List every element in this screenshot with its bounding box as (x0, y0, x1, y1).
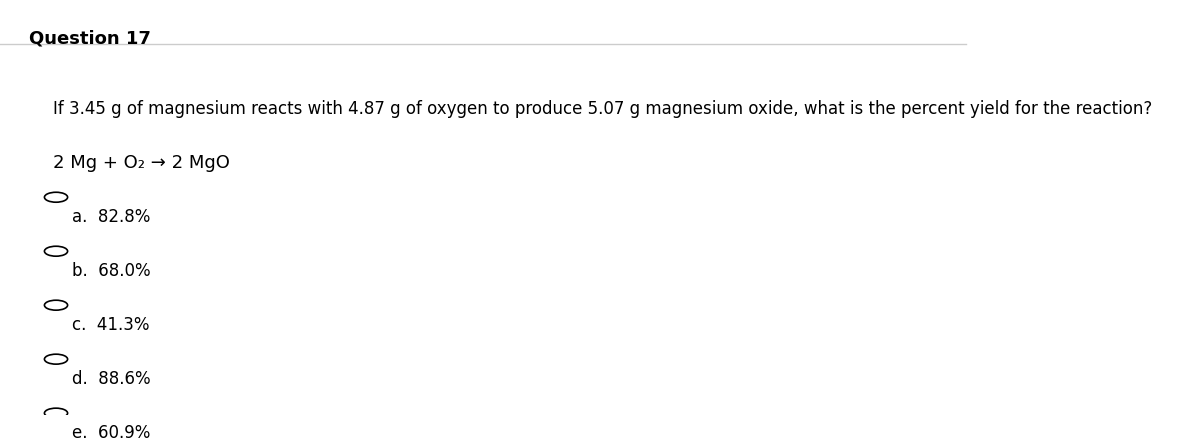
Text: Question 17: Question 17 (29, 29, 151, 47)
Text: c.  41.3%: c. 41.3% (73, 315, 150, 334)
Text: a.  82.8%: a. 82.8% (73, 208, 151, 226)
Text: b.  68.0%: b. 68.0% (73, 262, 151, 279)
Text: If 3.45 g of magnesium reacts with 4.87 g of oxygen to produce 5.07 g magnesium : If 3.45 g of magnesium reacts with 4.87 … (54, 99, 1153, 117)
Text: 2 Mg + O₂ → 2 MgO: 2 Mg + O₂ → 2 MgO (54, 154, 230, 172)
Text: e.  60.9%: e. 60.9% (73, 424, 151, 440)
Text: d.  88.6%: d. 88.6% (73, 370, 151, 388)
